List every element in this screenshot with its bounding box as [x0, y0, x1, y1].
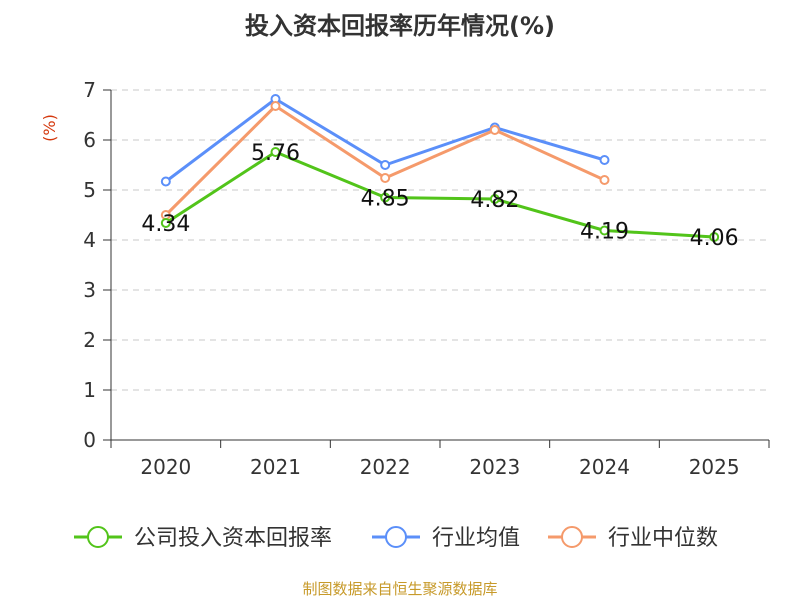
y-tick-label: 5 — [83, 178, 96, 202]
legend-label: 行业均值 — [432, 526, 520, 551]
legend: 公司投入资本回报率 行业均值 行业中位数 — [74, 526, 718, 551]
x-tick-label: 2025 — [689, 455, 740, 479]
y-tick-label: 7 — [83, 78, 96, 102]
y-tick-label: 0 — [83, 428, 96, 452]
data-point — [380, 192, 391, 203]
data-label: 5.76 — [251, 141, 300, 166]
chart-title: 投入资本回报率历年情况(%) — [245, 12, 555, 40]
data-point — [489, 125, 500, 135]
data-point — [380, 160, 391, 170]
y-tick-label: 1 — [83, 378, 96, 402]
data-point — [599, 225, 610, 236]
y-tick-label: 4 — [83, 228, 96, 252]
data-label: 4.85 — [361, 187, 410, 212]
data-label: 4.06 — [690, 226, 739, 251]
data-labels: 4.34 5.76 4.85 4.82 4.19 4.06 — [141, 141, 738, 251]
legend-marker — [385, 526, 407, 548]
grid-lines — [111, 89, 769, 391]
x-tick-label: 2023 — [469, 455, 520, 479]
x-tick-label: 2024 — [579, 455, 630, 479]
x-tick-label: 2022 — [360, 455, 411, 479]
data-point — [270, 101, 281, 111]
legend-marker — [87, 526, 109, 548]
data-point — [160, 176, 171, 187]
y-tick-label: 2 — [83, 328, 96, 352]
data-point — [380, 173, 391, 183]
legend-label: 公司投入资本回报率 — [134, 526, 332, 551]
x-tick-label: 2021 — [250, 455, 301, 479]
y-tick-label: 6 — [83, 128, 96, 152]
data-point — [489, 194, 500, 204]
data-point — [599, 175, 610, 185]
legend-label: 行业中位数 — [608, 526, 718, 551]
series-line — [165, 150, 715, 239]
legend-marker — [561, 526, 583, 548]
y-axis-label: (%) — [40, 114, 59, 142]
y-tick-label: 3 — [83, 278, 96, 302]
data-point — [599, 155, 610, 165]
source-note: 制图数据来自恒生聚源数据库 — [302, 580, 498, 598]
axes: 0 1 2 3 4 5 6 7 (%) 2020 2021 2022 2023 2024 2025 — [40, 78, 770, 479]
x-tick-label: 2020 — [140, 455, 191, 479]
data-point — [160, 218, 171, 228]
data-label: 4.82 — [470, 188, 519, 213]
series-lines — [160, 94, 720, 242]
data-label: 4.19 — [580, 220, 629, 245]
data-point — [270, 147, 281, 157]
data-label: 4.34 — [141, 212, 190, 237]
data-point — [709, 232, 720, 242]
